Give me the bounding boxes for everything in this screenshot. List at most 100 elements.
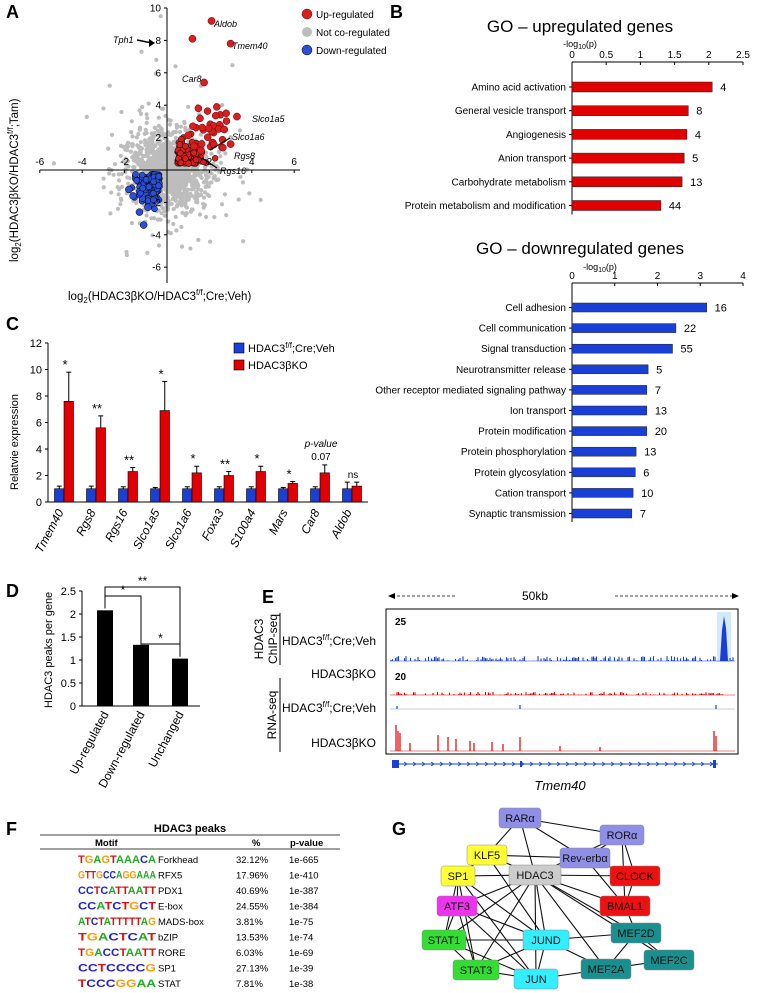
gene-label-tph1: Tph1	[113, 35, 134, 45]
significance-mark: ns	[348, 470, 359, 481]
motif-logo: GTTGCCAGGAAA	[78, 870, 156, 882]
panel-a-ylabel: log2(HDAC3βKO/HDAC3f/f;Tam)	[6, 98, 23, 262]
network-edge	[457, 875, 547, 941]
grey-point	[118, 202, 123, 207]
motif-logo-base: C	[96, 978, 106, 990]
up-point	[182, 155, 189, 162]
up-point	[189, 122, 197, 130]
motif-logo-base: C	[86, 978, 96, 990]
up-point	[213, 103, 221, 111]
motif-logo-base: T	[149, 947, 156, 959]
motif-pvalue: 1e-387	[289, 886, 319, 897]
motif-logo-base: A	[143, 870, 150, 882]
grey-point	[111, 172, 116, 177]
motif-pvalue: 1e-74	[289, 933, 313, 944]
grey-point	[199, 175, 204, 180]
significance-mark: **	[124, 453, 134, 468]
grey-point	[141, 153, 146, 159]
peaks-chart: 00.511.522.5Up-regulatedDown-regulatedUn…	[61, 574, 200, 790]
motif-logo-base: T	[135, 916, 141, 928]
panel-c-ylabel: Relatvie expression	[9, 394, 21, 490]
go-term-label: Cell communication	[479, 324, 566, 335]
gene-tick-label: Aldob	[327, 507, 354, 542]
motif-logo-base: T	[121, 901, 129, 913]
gene-point-rgs16	[197, 146, 205, 155]
motif-logo-base: A	[150, 870, 157, 882]
grey-point	[158, 154, 163, 159]
grey-point	[125, 148, 130, 153]
gene-point-rgs8	[226, 140, 235, 148]
network-edge	[456, 905, 537, 980]
grey-point	[204, 180, 209, 185]
category-tick-label: Unchanged	[145, 709, 186, 770]
grey-point	[179, 203, 184, 208]
gene-count-label: 44	[669, 201, 681, 213]
grey-point	[177, 129, 183, 135]
go-up-chart: 0 0.5 1 1.5 2 2.5 Amino acid activation 4 Genera…	[405, 50, 750, 215]
go-bar	[571, 508, 633, 519]
y-tick-label: 6	[36, 418, 42, 430]
up-point	[196, 114, 204, 123]
motif-logo-base: C	[100, 885, 108, 897]
motif-logo-base: A	[141, 916, 148, 928]
grey-point	[201, 205, 206, 210]
network-edge	[534, 874, 537, 980]
grey-point	[101, 185, 106, 190]
grey-point	[167, 122, 173, 127]
ko-bar	[223, 475, 234, 503]
network-edge	[456, 905, 477, 971]
motif-logo-base: T	[98, 963, 107, 975]
motif-logo-base: C	[78, 963, 88, 975]
grey-point	[179, 244, 185, 249]
network-node-hdac3	[508, 864, 562, 886]
grey-point	[136, 132, 141, 137]
grey-point	[112, 162, 118, 167]
go-term-label: Other receptor mediated signaling pathwa…	[375, 385, 566, 396]
grey-point	[126, 181, 131, 186]
down-point	[129, 192, 137, 200]
motif-logo-base: T	[142, 947, 149, 959]
grey-point	[127, 176, 132, 181]
motif-logo-base: T	[123, 916, 129, 928]
gene-count-label: 7	[655, 385, 661, 397]
grey-point	[190, 174, 195, 180]
ctrl-bar	[150, 488, 161, 503]
motif-logo-base: A	[96, 901, 105, 913]
ko-bar	[319, 472, 330, 503]
network-edge	[534, 874, 670, 961]
motif-logo-base: G	[78, 870, 85, 882]
grey-point	[173, 166, 178, 171]
network-node-label: MEF2A	[588, 964, 625, 976]
down-point	[139, 184, 146, 192]
panel-d-ylabel: HDAC3 peaks per gene	[43, 592, 55, 708]
motif-logo: TGAGTAAACA	[78, 854, 156, 866]
motif-logo: TGACCTAATT	[78, 947, 156, 959]
significance-mark: *	[190, 451, 195, 466]
grey-point	[171, 195, 176, 201]
grey-point	[179, 177, 184, 182]
grey-point	[201, 195, 206, 200]
grey-point	[162, 153, 167, 158]
grey-point	[182, 175, 187, 180]
grey-point	[206, 184, 211, 189]
gene-name: Tmem40	[534, 778, 586, 793]
grey-point	[174, 228, 179, 233]
grey-point	[240, 180, 246, 185]
y-tick-label: -4	[152, 230, 161, 241]
grey-point	[125, 159, 130, 164]
grey-point	[119, 109, 124, 115]
motif-logo-base: A	[116, 870, 123, 882]
up-point	[203, 133, 212, 142]
grey-point	[101, 106, 106, 111]
grey-point	[183, 213, 188, 218]
grey-point	[109, 190, 114, 195]
network-node-label: RORα	[607, 830, 638, 842]
gene-count-label: 5	[692, 153, 698, 165]
down-point	[139, 221, 148, 229]
grey-point	[186, 104, 191, 109]
grey-point	[173, 130, 178, 135]
motif-name: MADS-box	[158, 917, 204, 928]
x-tick-label: 1	[612, 271, 618, 282]
go-term-label: Protein metabolism and modification	[405, 201, 566, 212]
motif-logo-base: A	[104, 916, 111, 928]
